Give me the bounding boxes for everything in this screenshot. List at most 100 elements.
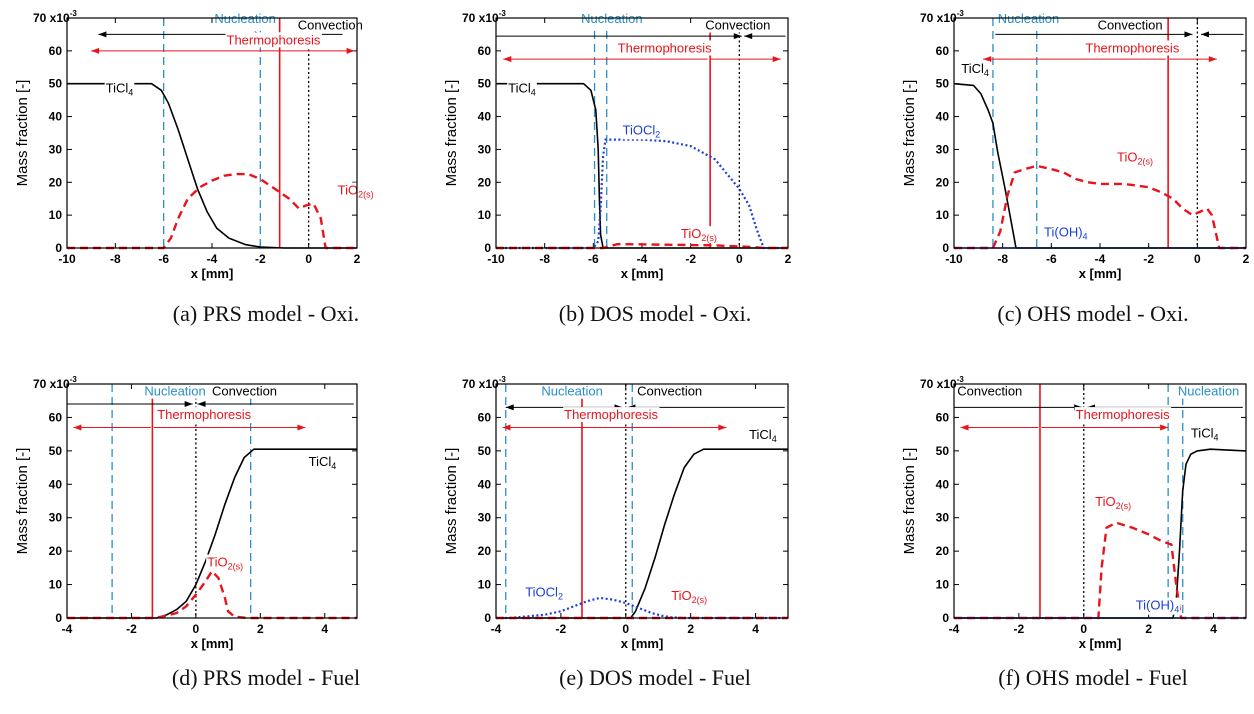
y-tick-label: 20 [49, 175, 63, 189]
label-thermophoresis: Thermophoresis [564, 407, 658, 422]
label-ticl: TiCl4 [749, 427, 777, 444]
chart-f: 0 10 20 30 40 50 60 70 x10-3 -4 -2 0 2 4 x [mm] Mass f… [901, 375, 1247, 651]
label-background [540, 383, 604, 399]
label-background [336, 182, 375, 200]
series-ticl4 [496, 448, 788, 619]
x-tick-label: 0 [193, 622, 200, 636]
label-convection: Convection [637, 384, 702, 399]
y-tick-label: 50 [936, 77, 950, 91]
y-tick-label: 30 [478, 142, 492, 156]
x-axis-label: x [mm] [621, 636, 664, 651]
label-subscript: 4 [772, 434, 777, 444]
x-tick-label: 2 [257, 622, 264, 636]
y-axis-label: Mass fraction [-] [901, 80, 918, 187]
y-tick-label: 20 [478, 544, 492, 558]
y-tick-label: 40 [478, 477, 492, 491]
y-multiplier-label: 70 x10-3 [33, 375, 77, 391]
label-background [670, 587, 709, 605]
label-ticl: TiCl4 [309, 454, 337, 471]
x-tick-label: 2 [687, 622, 694, 636]
label-background [1084, 40, 1181, 56]
label-thermophoresis: Thermophoresis [157, 407, 251, 422]
series-tio2s [954, 521, 1246, 620]
y-tick-label: 40 [49, 477, 63, 491]
x-tick-label: -2 [255, 252, 266, 266]
y-tick-label: 10 [49, 578, 63, 592]
x-tick-label: -4 [62, 622, 73, 636]
x-tick-label: -10 [487, 252, 505, 266]
convection-arrowhead [197, 401, 206, 408]
label-background [507, 80, 537, 98]
nucleation-arrowhead [1184, 31, 1193, 38]
y-multiplier-exponent: -3 [499, 9, 507, 18]
y-axis-label: Mass fraction [-] [443, 80, 460, 187]
label-subscript: 2(s) [692, 595, 708, 605]
y-tick-label: 60 [936, 44, 950, 58]
x-tick-label: 2 [1145, 622, 1152, 636]
label-subscript: 4 [531, 88, 536, 98]
y-tick-label: 30 [936, 142, 950, 156]
x-tick-label: -8 [539, 252, 550, 266]
y-tick-label: 60 [936, 410, 950, 424]
x-tick-label: -2 [1014, 622, 1025, 636]
x-tick-label: 0 [305, 252, 312, 266]
nucleation-arrowhead [98, 31, 107, 38]
nucleation-arrowhead [505, 404, 514, 411]
convection-arrowhead [744, 33, 753, 40]
x-tick-label: 4 [752, 622, 759, 636]
y-multiplier-exponent: -3 [957, 375, 965, 384]
y-tick-label: 40 [936, 477, 950, 491]
label-subscript: 4 [1083, 232, 1088, 242]
label-background [143, 383, 207, 399]
nucleation-arrowhead [733, 33, 742, 40]
plot-frame [953, 383, 1247, 619]
y-tick-label: 20 [49, 544, 63, 558]
y-tick-label: 40 [49, 110, 63, 124]
label-convection: Convection [1098, 18, 1163, 33]
plot-frame [66, 383, 358, 619]
x-tick-label: -4 [1095, 252, 1106, 266]
y-tick-label: 10 [936, 208, 950, 222]
chart-c: 0 10 20 30 40 50 60 70 x10-3 -10 -8 -6 -4 -2 0 2 x [mm]… [901, 9, 1250, 281]
label-background [1096, 17, 1164, 33]
x-tick-label: 0 [736, 252, 743, 266]
series-tiocl2 [496, 596, 788, 620]
label-subscript: 4 [1174, 605, 1179, 615]
y-multiplier-label: 70 x10-3 [33, 9, 77, 25]
label-background [1176, 383, 1241, 399]
x-axis-label: x [mm] [621, 266, 664, 281]
label-subscript: 4 [1213, 432, 1218, 442]
x-tick-label: -6 [158, 252, 169, 266]
y-multiplier-exponent: -3 [957, 9, 965, 18]
x-axis-label: x [mm] [191, 636, 234, 651]
label-subscript: 2(s) [228, 562, 244, 572]
y-multiplier-label: 70 x10-3 [920, 375, 964, 391]
y-tick-label: 40 [478, 110, 492, 124]
series-tiocl2 [496, 138, 788, 250]
chart-e: 0 10 20 30 40 50 60 70 x10-3 -4 -2 0 2 4 x [mm] Mass f… [443, 375, 789, 651]
label-background [1189, 425, 1220, 443]
y-tick-label: 20 [936, 175, 950, 189]
x-tick-label: -4 [949, 622, 960, 636]
y-tick-label: 0 [55, 611, 62, 625]
x-tick-label: -8 [997, 252, 1008, 266]
y-multiplier-exponent: -3 [499, 375, 507, 384]
label-thermophoresis: Thermophoresis [618, 41, 712, 56]
y-axis-label: Mass fraction [-] [14, 448, 31, 555]
chart-d: 0 10 20 30 40 50 60 70 x10-3 -4 -2 0 2 4 x [mm] Mass f… [14, 375, 358, 651]
y-tick-label: 60 [478, 410, 492, 424]
label-convection: Convection [212, 384, 277, 399]
label-nucleation: Nucleation [1178, 384, 1239, 399]
series-ticl4 [953, 82, 1246, 249]
y-tick-label: 60 [478, 44, 492, 58]
y-tick-label: 30 [478, 511, 492, 525]
y-multiplier-label: 70 x10-3 [462, 375, 506, 391]
plot-frame [66, 17, 358, 249]
label-subscript: 4 [331, 461, 336, 471]
y-tick-label: 30 [936, 511, 950, 525]
x-tick-label: 2 [354, 252, 361, 266]
y-axis-label: Mass fraction [-] [443, 448, 460, 555]
y-multiplier-exponent: -3 [70, 375, 78, 384]
label-tioh: Ti(OH)4 [1136, 598, 1180, 615]
y-tick-label: 0 [484, 241, 491, 255]
